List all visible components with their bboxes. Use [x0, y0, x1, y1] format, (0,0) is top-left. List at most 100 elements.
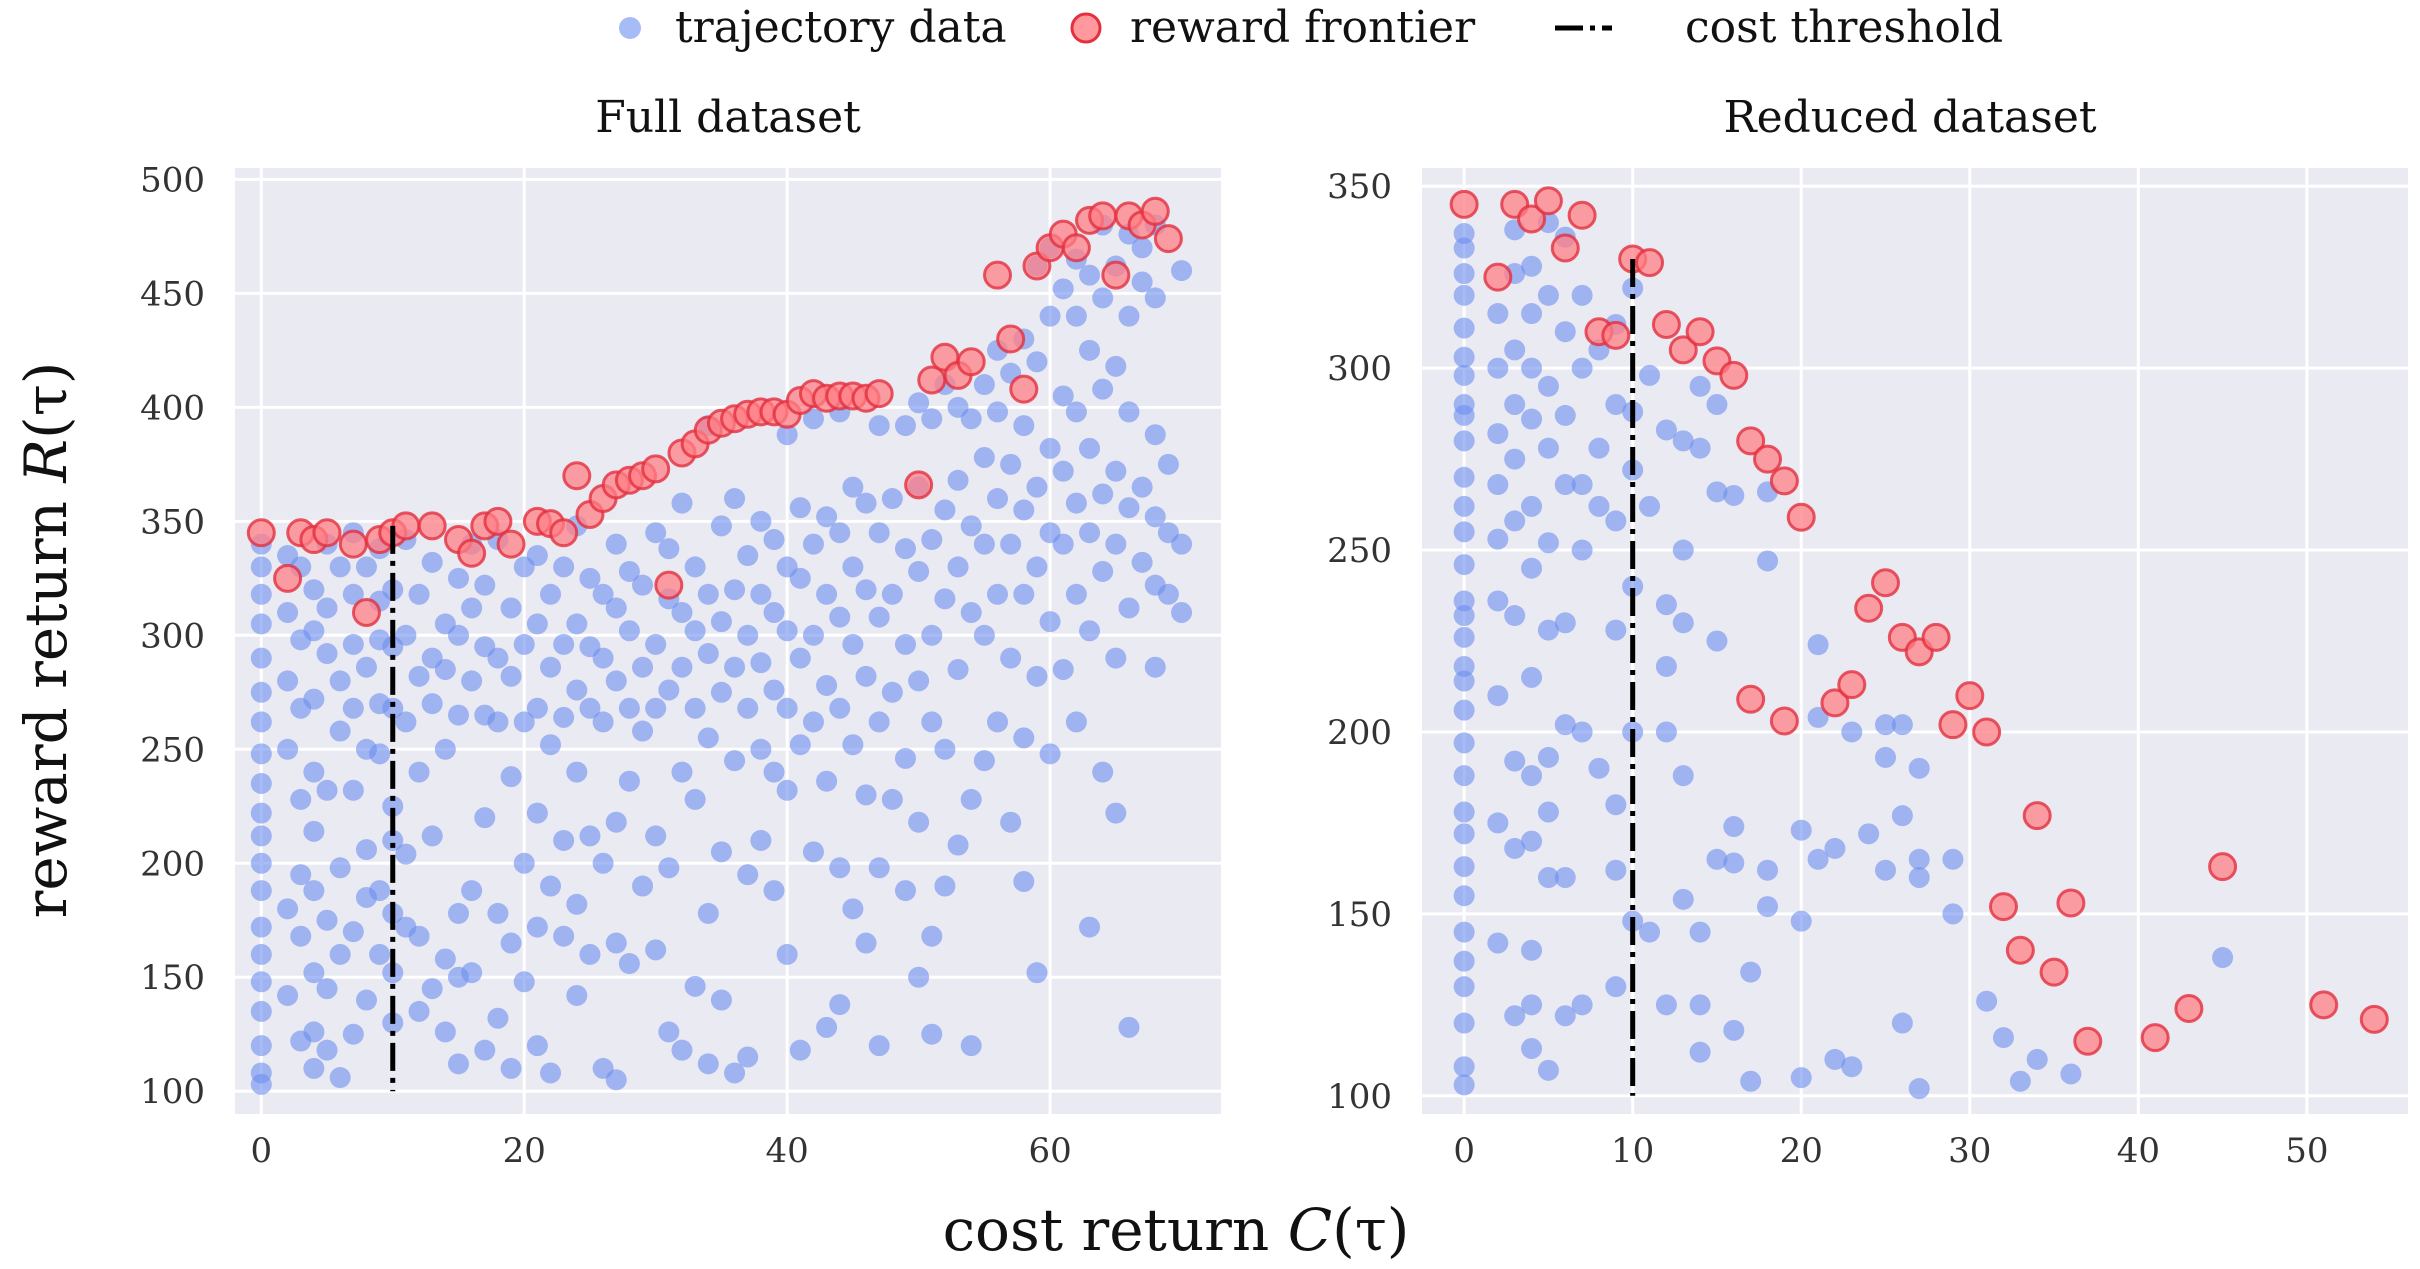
y-tick-label: 150 [140, 958, 205, 998]
trajectory-point [1672, 765, 1694, 787]
trajectory-point [1118, 1016, 1140, 1038]
trajectory-point [1588, 437, 1610, 459]
trajectory-point [579, 567, 601, 589]
trajectory-point [816, 770, 838, 792]
trajectory-point [1079, 264, 1101, 286]
trajectory-point [513, 852, 535, 874]
trajectory-point [1487, 474, 1509, 496]
trajectory-point [303, 579, 325, 601]
trajectory-point [1039, 743, 1061, 765]
trajectory-point [763, 529, 785, 551]
trajectory-point [1891, 805, 1913, 827]
trajectory-point [1144, 656, 1166, 678]
y-tick-label: 100 [140, 1072, 205, 1112]
trajectory-point [1672, 888, 1694, 910]
trajectory-point [1453, 950, 1475, 972]
trajectory-point [908, 811, 930, 833]
trajectory-point [1504, 448, 1526, 470]
trajectory-point [342, 779, 364, 801]
frontier-point [562, 461, 592, 491]
trajectory-point [921, 529, 943, 551]
trajectory-point [1453, 394, 1475, 415]
trajectory-point [355, 656, 377, 678]
trajectory-point [434, 738, 456, 760]
trajectory-point [724, 750, 746, 772]
trajectory-point [277, 670, 299, 692]
trajectory-point [250, 1035, 272, 1057]
trajectory-point [829, 606, 851, 628]
trajectory-point [1453, 521, 1475, 543]
trajectory-point [802, 533, 824, 555]
trajectory-point [1807, 706, 1829, 728]
trajectory-point [1118, 597, 1140, 619]
trajectory-point [553, 556, 575, 578]
trajectory-point [842, 633, 864, 655]
frontier-point [1601, 320, 1631, 350]
trajectory-point [329, 1067, 351, 1089]
frontier-point [1854, 593, 1884, 623]
trajectory-point [1105, 355, 1127, 377]
trajectory-point [987, 401, 1009, 423]
trajectory-point [1891, 714, 1913, 736]
trajectory-point [1790, 1067, 1812, 1089]
trajectory-point [1092, 378, 1114, 400]
trajectory-point [250, 802, 272, 824]
trajectory-point [632, 875, 654, 897]
frontier-point [1769, 706, 1799, 736]
trajectory-point [632, 574, 654, 596]
frontier-point [1567, 200, 1597, 230]
trajectory-point [1554, 714, 1576, 736]
trajectory-point [369, 943, 391, 965]
trajectory-point [789, 647, 811, 669]
frontier-point [2022, 801, 2052, 831]
trajectory-point [750, 738, 772, 760]
frontier-point [2005, 935, 2035, 965]
trajectory-point [1706, 848, 1728, 870]
trajectory-point [1453, 823, 1475, 845]
trajectory-point [474, 1039, 496, 1061]
trajectory-point [855, 665, 877, 687]
trajectory-point [2212, 947, 2234, 969]
trajectory-point [1171, 260, 1193, 282]
trajectory-point [894, 633, 916, 655]
panel-reduced-dataset-title: Reduced dataset [1723, 92, 2096, 143]
frontier-point [1769, 466, 1799, 496]
frontier-point [1719, 360, 1749, 390]
trajectory-point [789, 497, 811, 519]
trajectory-point [1453, 1012, 1475, 1034]
trajectory-point [1875, 746, 1897, 768]
trajectory-point [1858, 823, 1880, 845]
trajectory-point [1942, 848, 1964, 870]
trajectory-point [1013, 415, 1035, 437]
trajectory-point [421, 825, 443, 847]
trajectory-point [303, 1021, 325, 1043]
trajectory-point [671, 656, 693, 678]
trajectory-point [434, 948, 456, 970]
trajectory-point [1740, 961, 1762, 983]
frontier-point [246, 518, 276, 548]
x-tick-label: 40 [766, 1131, 809, 1171]
frontier-point [549, 518, 579, 548]
trajectory-point [1171, 602, 1193, 624]
trajectory-point [474, 574, 496, 596]
trajectory-point [1706, 394, 1728, 415]
trajectory-point [1079, 339, 1101, 361]
trajectory-point [710, 681, 732, 703]
trajectory-point [250, 916, 272, 938]
x-axis-label-arg: (τ) [1332, 1196, 1409, 1264]
trajectory-point [1487, 590, 1509, 612]
frontier-point [1517, 204, 1547, 234]
frontier-point [351, 598, 381, 628]
trajectory-point [868, 711, 890, 733]
trajectory-point [710, 989, 732, 1011]
trajectory-point [1453, 554, 1475, 576]
trajectory-point [2026, 1048, 2048, 1070]
trajectory-point [987, 488, 1009, 510]
trajectory-point [355, 989, 377, 1011]
frontier-point [1651, 309, 1681, 339]
trajectory-point [921, 711, 943, 733]
trajectory-point [1908, 867, 1930, 888]
trajectory-point [1706, 481, 1728, 503]
trajectory-point [1504, 837, 1526, 859]
trajectory-point [592, 711, 614, 733]
